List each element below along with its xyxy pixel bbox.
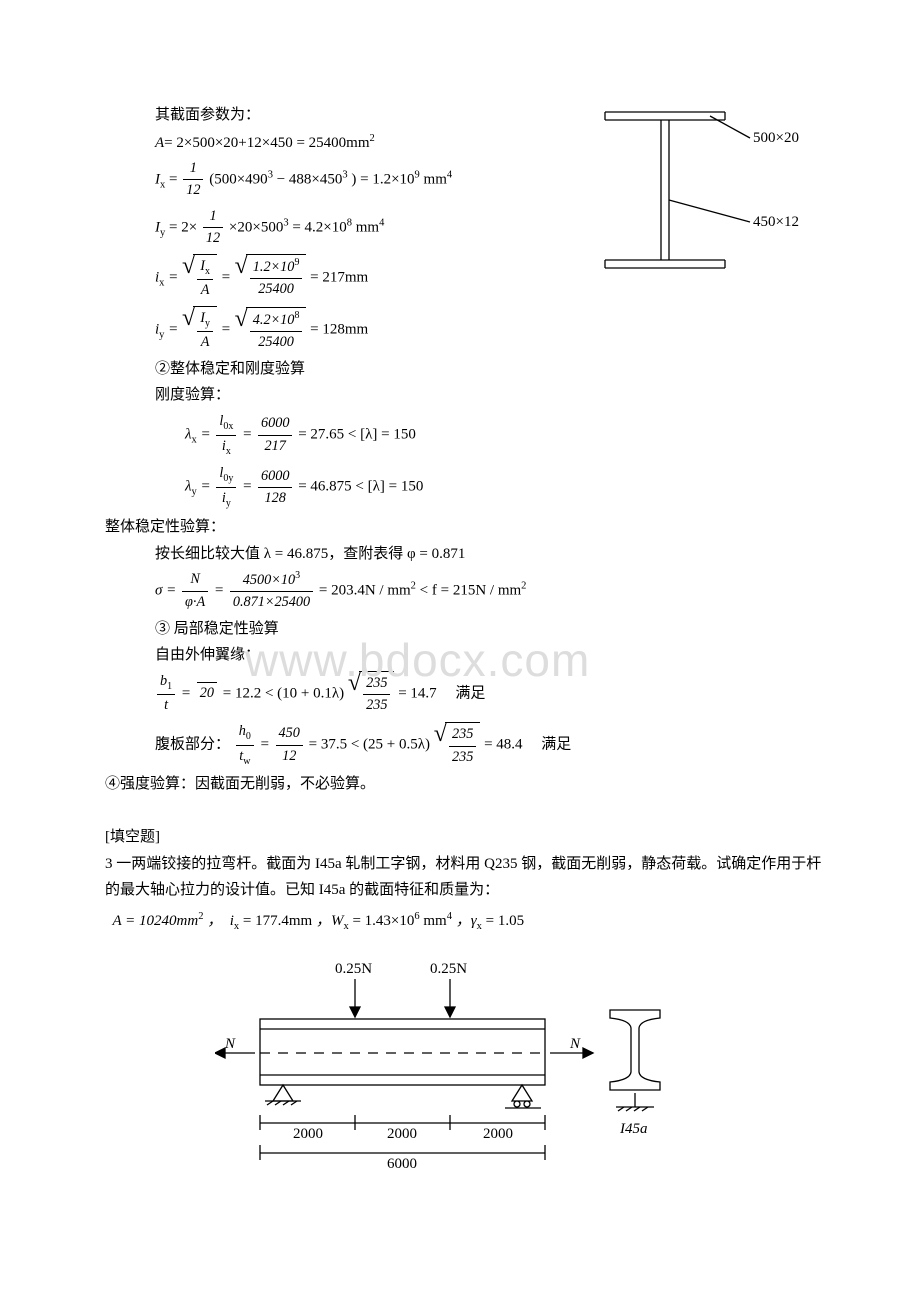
q3-text: 3 一两端铰接的拉弯杆。截面为 I45a 轧制工字钢，材料用 Q235 钢，截面… (105, 852, 825, 903)
svg-text:N: N (569, 1036, 581, 1052)
stability-line: 按长细比较大值 λ = 46.875，查附表得 φ = 0.871 (155, 543, 825, 566)
svg-text:2000: 2000 (483, 1126, 513, 1142)
bullet3: ③ 局部稳定性验算 (155, 618, 825, 641)
svg-text:2000: 2000 (387, 1126, 417, 1142)
svg-text:0.25N: 0.25N (430, 961, 467, 977)
svg-text:I45a: I45a (619, 1121, 648, 1137)
beam-svg: 0.25N 0.25N N N (215, 955, 695, 1185)
svg-text:0.25N: 0.25N (335, 961, 372, 977)
flange-header: 自由外伸翼缘： (155, 647, 260, 663)
q3-tag: [填空题] (105, 826, 825, 849)
ibeam-cross-section-svg: 500×20 450×12 (595, 100, 815, 310)
eq-lambda-y: λy = l0yiy = 6000128 = 46.875 < [λ] = 15… (185, 463, 825, 512)
question-3: [填空题] 3 一两端铰接的拉弯杆。截面为 I45a 轧制工字钢，材料用 Q23… (105, 826, 825, 1190)
page: 500×20 450×12 其截面参数为： A= 2×500×20+12×450… (0, 0, 920, 1230)
svg-text:N: N (224, 1036, 236, 1052)
eq-flange: b1t = 20 = 12.2 < (10 + 0.1λ) √ 235235 =… (155, 671, 825, 717)
rigidity-header: 刚度验算： (155, 384, 825, 407)
q3-params: A = 10240mm2 ， ix = 177.4mm ，Wx = 1.43×1… (105, 909, 825, 935)
bullet2: ②整体稳定和刚度验算 (155, 358, 825, 381)
eq-sigma: σ = Nφ·A = 4500×1030.871×25400 = 203.4N … (155, 569, 825, 614)
flange-header-line: 自由外伸翼缘： www.bdocx.com (155, 644, 825, 667)
eq-iy: iy = √ IyA = √ 4.2×10825400 = 128mm (155, 306, 825, 354)
svg-text:6000: 6000 (387, 1156, 417, 1172)
svg-text:2000: 2000 (293, 1126, 323, 1142)
eq-lambda-x: λx = l0xix = 6000217 = 27.65 < [λ] = 150 (185, 411, 825, 460)
eq-web: 腹板部分： h0tw = 45012 = 37.5 < (25 + 0.5λ) … (155, 721, 825, 770)
flange-label: 500×20 (753, 130, 799, 146)
beam-diagram: 0.25N 0.25N N N (215, 955, 825, 1190)
stability-header: 整体稳定性验算： (105, 516, 825, 539)
web-label: 450×12 (753, 214, 799, 230)
bullet4: ④强度验算：因截面无削弱，不必验算。 (105, 773, 825, 796)
